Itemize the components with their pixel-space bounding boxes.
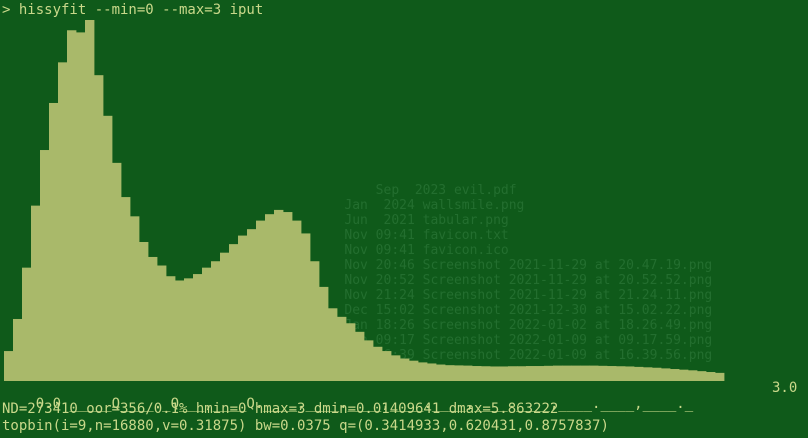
histogram-bar [202,267,212,381]
histogram-bar [373,346,383,381]
histogram-bar [139,241,149,381]
histogram-bar [391,355,401,381]
background-line: Sep 2023 evil.pdf [0,183,517,198]
histogram-bar [589,365,599,381]
histogram-bar [562,365,572,381]
histogram-bar [454,365,464,381]
stats-line-1: ND=273410 oor=356/0.1% hmin=0 hmax=3 dmi… [2,401,559,417]
histogram-bar [40,150,50,381]
stats-line-2: topbin(i=9,n=16880,v=0.31875) bw=0.0375 … [2,418,609,434]
histogram-bar [346,323,356,381]
background-line: Nov 20:46 Screenshot 2021-11-29 at 20.47… [0,258,713,273]
histogram-bar [121,197,131,381]
histogram-bar [715,372,725,381]
histogram-bar [184,278,194,381]
histogram-bar [22,267,32,381]
histogram-bar [472,366,482,381]
histogram-bar [535,366,545,381]
histogram-bar [580,365,590,381]
background-line: Jun 2021 tabular.png [0,213,509,228]
histogram-bar [175,280,185,381]
histogram-bar [283,212,293,381]
histogram-bar [274,209,284,381]
histogram-bar [247,229,257,381]
histogram-bar [94,75,104,382]
histogram-bar [571,365,581,381]
histogram-bar [103,115,113,381]
histogram-bar [292,220,302,381]
histogram-bar [679,369,689,381]
histogram-bar [13,318,23,381]
axis-marks: 0.0 _____Q____._Q___,____Q.____,____.___… [35,396,694,412]
histogram-bar [328,308,338,381]
background-line: Jan 09:17 Screenshot 2022-01-09 at 09.17… [344,333,713,348]
histogram-bar [463,365,473,381]
histogram-bar [643,367,653,381]
histogram-bar [337,316,347,381]
histogram-bar [157,265,167,381]
histogram-bar [31,205,41,381]
histogram-bar [211,261,221,381]
background-line: Nov 21:24 Screenshot 2021-11-29 at 21.24… [0,288,713,303]
histogram-bar [265,214,275,381]
histogram-bar [418,362,428,381]
histogram-bar [319,286,329,381]
histogram-bar [130,216,140,381]
histogram-bar [508,366,518,381]
histogram-bar [400,358,410,381]
histogram-bar [661,368,671,381]
histogram-bar [526,366,536,381]
background-line: Nov 20:52 Screenshot 2021-11-29 at 20.52… [0,273,713,288]
histogram-bar [166,276,176,381]
histogram-bar [499,366,509,381]
histogram-bar [193,274,203,381]
histogram-bar [445,365,455,381]
histogram-bar [112,162,122,381]
histogram-bar [490,366,500,381]
histogram-bar [355,331,365,381]
axis-max-label: 3.0 [772,380,798,396]
histogram-bar [4,351,14,381]
background-line: Jan 2024 wallsmile.png [0,198,525,213]
histogram-bar [238,235,248,381]
histogram-bar [598,365,608,381]
histogram-bar [364,340,374,381]
background-line: Nov 09:41 favicon.txt [344,228,509,243]
histogram-bar [85,20,95,381]
histogram-bar [220,252,230,381]
histogram-bar [706,372,716,381]
histogram-bar [697,371,707,381]
histogram-bar [670,369,680,381]
histogram-axis: 0.0 _____Q____._Q___,____Q.____,____.___… [2,380,798,438]
histogram-bar [256,220,266,381]
histogram-bar [634,366,644,381]
histogram-bar [58,62,68,382]
histogram-bar [49,102,59,381]
command-prompt: > hissyfit --min=0 --max=3 iput [2,2,264,18]
histogram-bar [76,32,86,382]
histogram-bar [229,244,239,381]
histogram-bar [382,351,392,381]
histogram-bar [67,30,77,382]
histogram-bar [148,256,158,381]
histogram-bar [427,363,437,381]
background-line: Jan 18:26 Screenshot 2022-01-02 at 18.26… [0,318,713,333]
histogram-bar [517,366,527,381]
histogram-bar [688,370,698,381]
histogram-bar [544,365,554,381]
histogram-bar [625,366,635,381]
histogram-bar [310,261,320,381]
histogram-bar [607,366,617,381]
histogram-bar [616,366,626,381]
histogram-bar [481,366,491,381]
histogram-bar [553,365,563,381]
background-line: Dec 15:02 Screenshot 2021-12-30 at 15.02… [0,303,713,318]
histogram-bar [436,364,446,381]
histogram-bar [301,233,311,381]
background-line: Nov 09:41 favicon.ico [344,243,509,258]
histogram-bar [409,360,419,381]
histogram-bar [652,367,662,381]
